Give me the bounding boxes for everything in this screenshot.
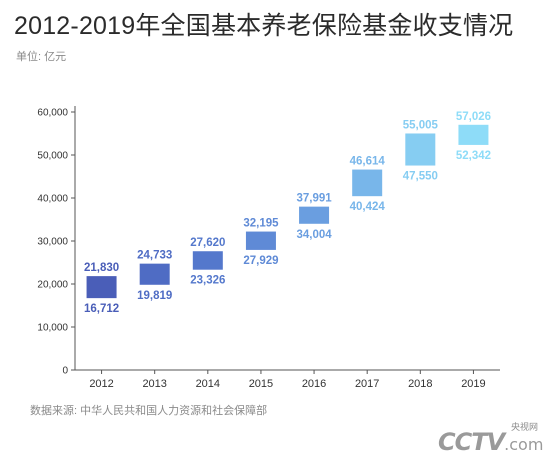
range-bar bbox=[86, 276, 117, 299]
range-bar bbox=[405, 133, 436, 166]
x-tick-label: 2019 bbox=[461, 378, 485, 390]
x-tick-label: 2017 bbox=[355, 378, 379, 390]
y-tick-label: 30,000 bbox=[37, 237, 68, 248]
range-bar bbox=[458, 124, 489, 145]
top-value-label: 46,614 bbox=[350, 156, 386, 168]
y-tick-label: 40,000 bbox=[37, 194, 68, 205]
range-bar bbox=[139, 263, 170, 285]
x-tick-label: 2014 bbox=[196, 378, 220, 390]
source-note: 数据来源: 中华人民共和国人力资源和社会保障部 bbox=[30, 405, 268, 417]
bottom-value-label: 16,712 bbox=[84, 303, 119, 315]
x-tick-label: 2016 bbox=[302, 378, 326, 390]
top-value-label: 57,026 bbox=[456, 111, 491, 123]
x-tick-label: 2013 bbox=[142, 378, 166, 390]
bottom-value-label: 19,819 bbox=[137, 290, 172, 302]
cctv-logo: 央视网 CCTV.com bbox=[438, 420, 543, 458]
logo-cn-text: 央视网 bbox=[510, 423, 538, 433]
y-tick-label: 0 bbox=[62, 366, 68, 377]
top-value-label: 24,733 bbox=[137, 250, 172, 262]
x-tick-label: 2018 bbox=[408, 378, 432, 390]
y-tick-label: 20,000 bbox=[37, 280, 68, 291]
unit-label: 单位: 亿元 bbox=[16, 51, 67, 63]
y-tick-label: 50,000 bbox=[37, 151, 68, 162]
bottom-value-label: 27,929 bbox=[243, 255, 278, 267]
bottom-value-label: 47,550 bbox=[403, 171, 438, 183]
range-bar bbox=[192, 251, 223, 270]
chart-canvas: 0 10,000 20,000 30,000 40,000 50,000 60,000 21,… bbox=[37, 106, 500, 390]
range-bar bbox=[299, 206, 330, 224]
bottom-value-label: 40,424 bbox=[350, 201, 386, 213]
top-value-label: 21,830 bbox=[84, 262, 119, 274]
x-tick-label: 2015 bbox=[249, 378, 273, 390]
top-value-label: 27,620 bbox=[190, 237, 225, 249]
bottom-value-label: 34,004 bbox=[296, 229, 332, 241]
range-bar bbox=[245, 231, 276, 250]
bottom-value-label: 23,326 bbox=[190, 275, 225, 287]
y-tick-label: 60,000 bbox=[37, 108, 68, 119]
x-tick-label: 2012 bbox=[89, 378, 113, 390]
y-tick-label: 10,000 bbox=[37, 323, 68, 334]
bottom-value-label: 52,342 bbox=[456, 150, 491, 162]
top-value-label: 32,195 bbox=[243, 218, 279, 230]
range-bar bbox=[352, 169, 383, 197]
chart-title: 2012-2019年全国基本养老保险基金收支情况 bbox=[14, 12, 514, 40]
top-value-label: 37,991 bbox=[296, 193, 332, 205]
logo-main-text: CCTV.com bbox=[438, 428, 544, 456]
top-value-label: 55,005 bbox=[403, 119, 439, 131]
